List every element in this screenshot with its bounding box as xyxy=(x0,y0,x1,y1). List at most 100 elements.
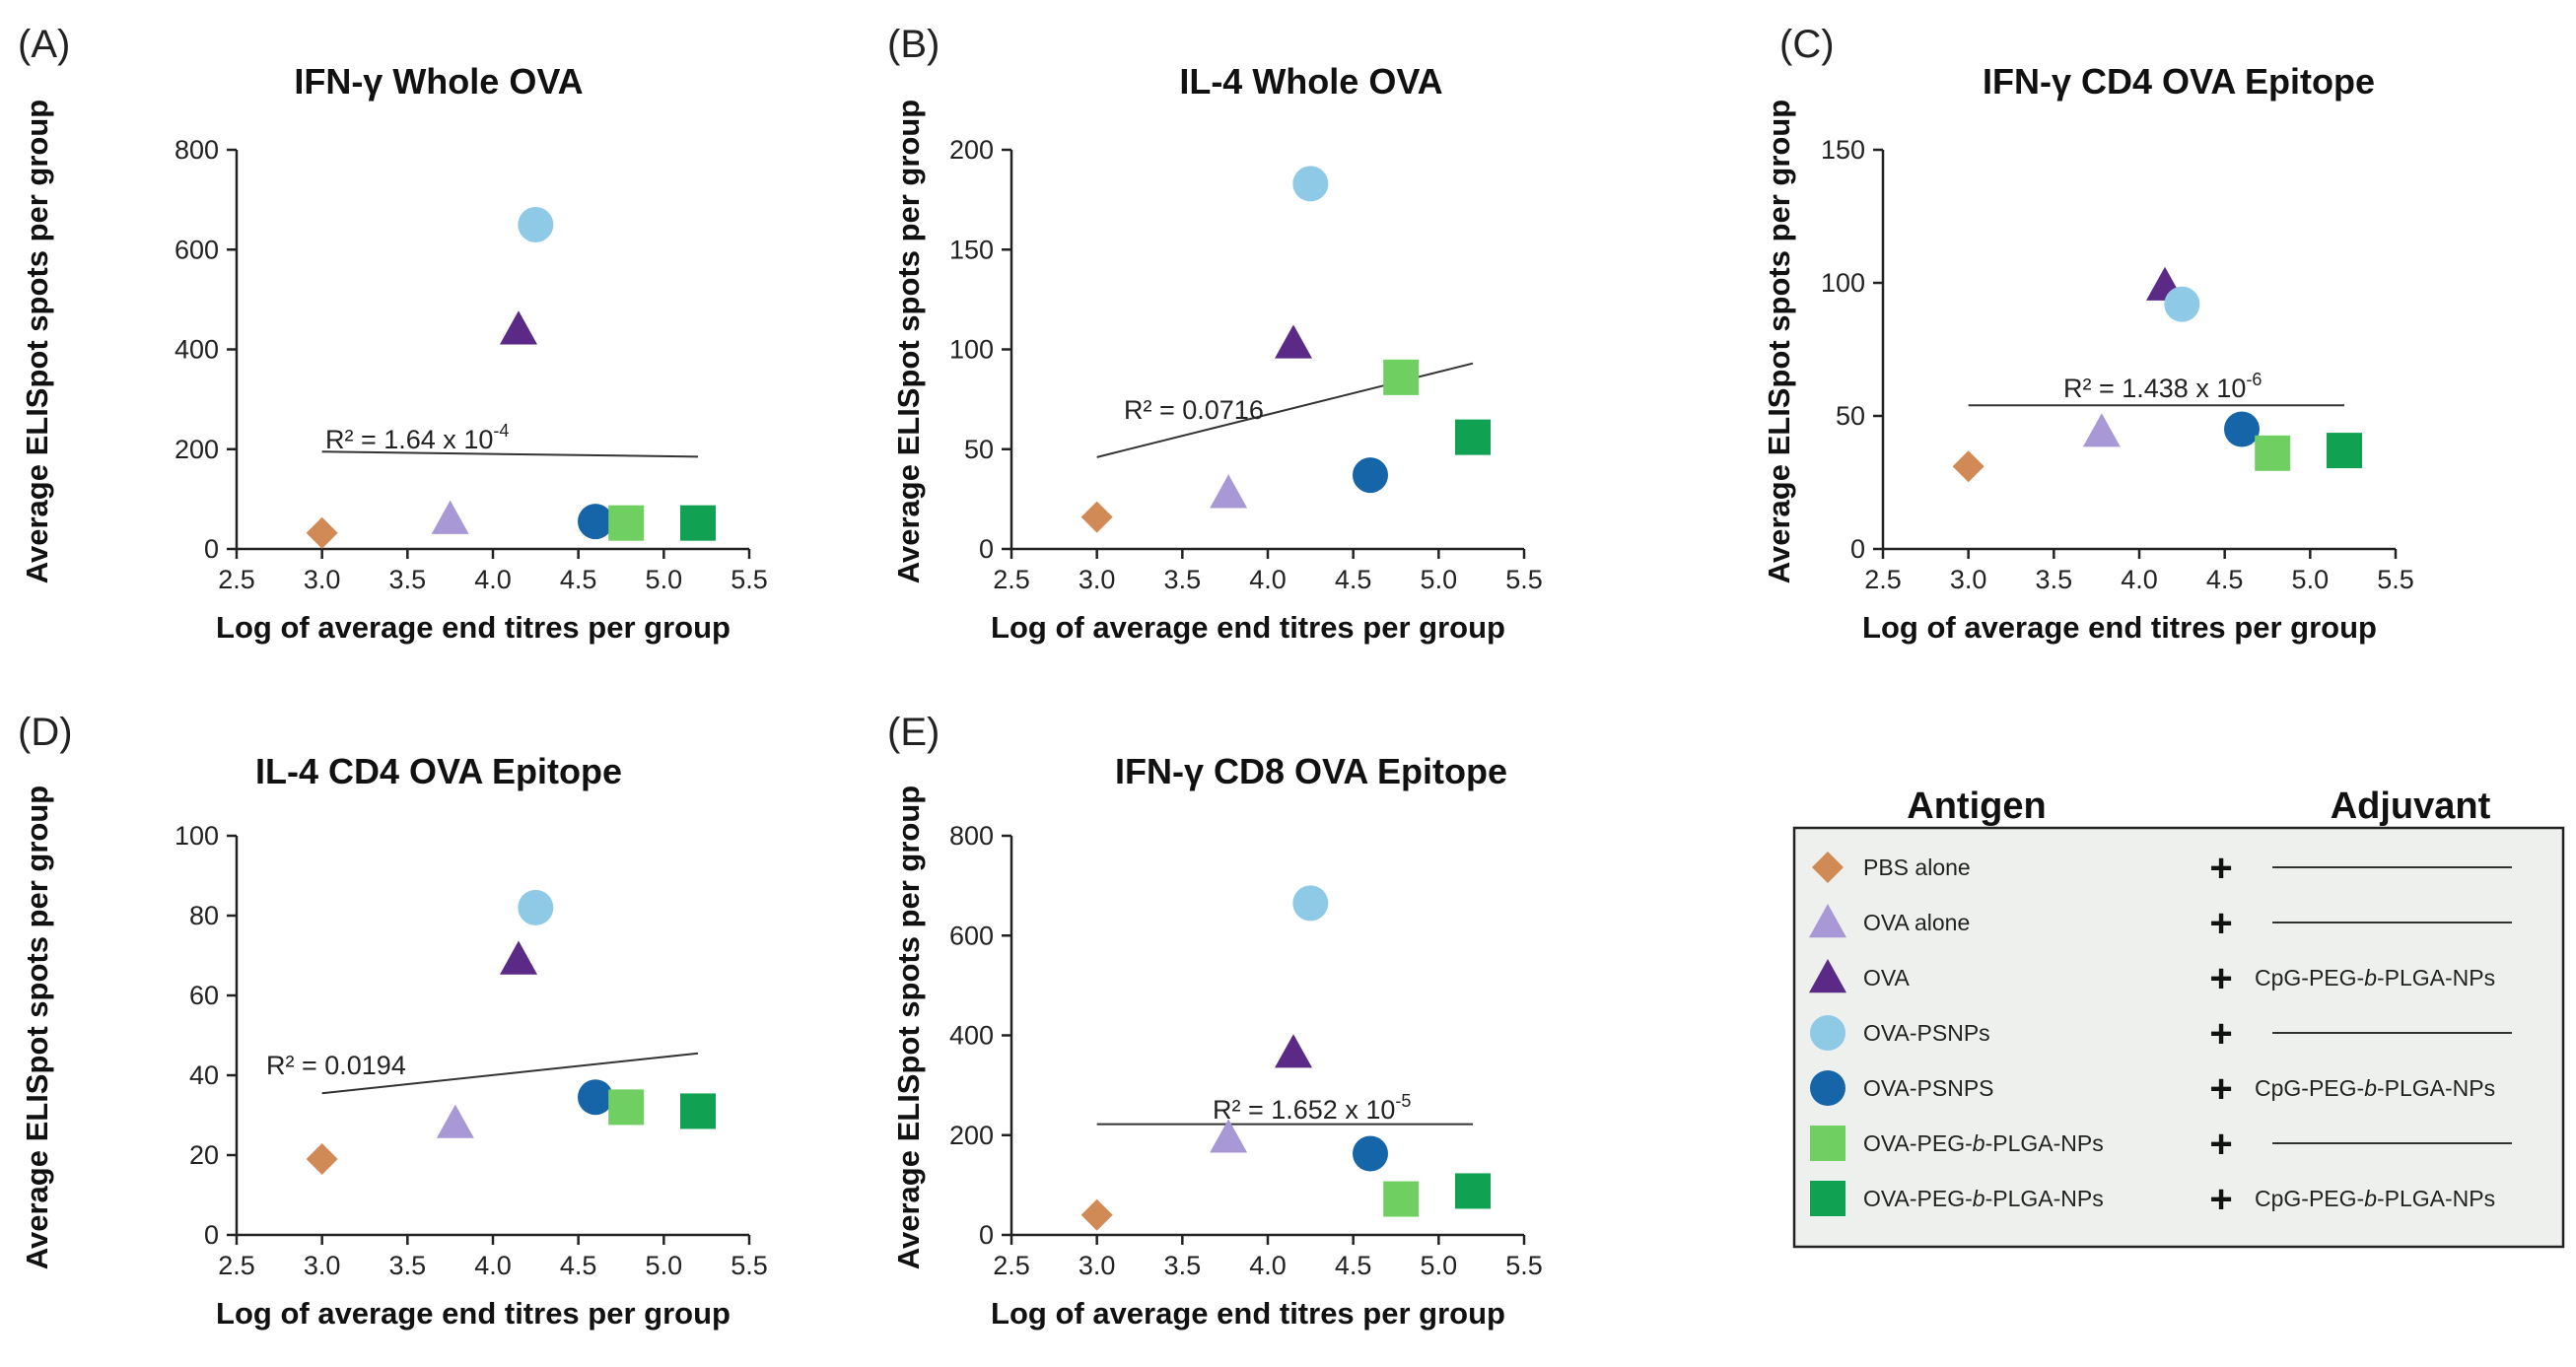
legend-marker xyxy=(1812,852,1844,883)
legend-marker xyxy=(1810,1070,1845,1106)
panel-3: (D) IL-4 CD4 OVA Epitope 2.5 3.0 3.5 4.0 4.5 5.… xyxy=(18,711,768,1331)
data-point xyxy=(306,516,338,549)
r2-label: R² = 0.0716 xyxy=(1124,395,1264,425)
data-point xyxy=(500,940,537,975)
y-tick-label: 100 xyxy=(174,821,219,851)
legend-row: OVA-PSNPS + CpG-PEG-b-PLGA-NPs xyxy=(1810,1067,2495,1111)
x-tick-label: 5.5 xyxy=(1505,565,1543,594)
panel-label: (C) xyxy=(1779,23,1835,66)
y-tick-label: 100 xyxy=(949,335,994,365)
y-tick-label: 400 xyxy=(174,335,219,365)
data-point xyxy=(608,505,645,541)
x-tick-label: 5.0 xyxy=(2292,565,2330,594)
data-point xyxy=(608,1089,645,1126)
data-point xyxy=(2255,435,2291,471)
y-tick-label: 200 xyxy=(949,1121,994,1150)
panel-4: (E) IFN-γ CD8 OVA Epitope 2.5 3.0 3.5 4.0 4.5 5… xyxy=(887,711,1543,1331)
x-tick-label: 5.5 xyxy=(731,565,768,594)
data-point xyxy=(1210,474,1248,509)
data-point xyxy=(2327,433,2362,469)
x-tick-label: 5.5 xyxy=(731,1251,768,1280)
plus-icon: + xyxy=(2209,1012,2232,1056)
legend-frame xyxy=(1792,826,2565,1249)
r2-label: R² = 1.438 x 10-6 xyxy=(2063,370,2262,403)
y-tick-label: 50 xyxy=(964,435,994,464)
x-tick-label: 4.0 xyxy=(1249,565,1287,594)
y-tick-label: 0 xyxy=(979,534,994,564)
data-point xyxy=(1292,885,1329,922)
y-tick-label: 0 xyxy=(979,1220,994,1250)
data-point xyxy=(578,504,613,540)
legend-row: OVA-PEG-b-PLGA-NPs + xyxy=(1810,1123,2512,1166)
x-tick-label: 5.0 xyxy=(1421,565,1458,594)
panel-label: (D) xyxy=(18,711,73,754)
legend-label: OVA-PEG-b-PLGA-NPs xyxy=(1863,1130,2104,1156)
legend-marker xyxy=(1809,959,1846,993)
data-point xyxy=(2164,286,2200,322)
y-axis-label: Average ELISpot spots per group xyxy=(891,786,926,1269)
r2-label: R² = 1.652 x 10-5 xyxy=(1213,1091,1411,1125)
data-point xyxy=(1353,457,1388,494)
x-tick-label: 4.5 xyxy=(2206,565,2244,594)
panel-label: (B) xyxy=(887,23,940,66)
x-tick-label: 3.5 xyxy=(2036,565,2073,594)
x-tick-label: 4.5 xyxy=(1335,1251,1372,1280)
x-tick-label: 3.0 xyxy=(1950,565,1987,594)
data-point xyxy=(1275,324,1312,359)
legend-box: Antigen Adjuvant PBS alone + OVA alone + OVA + C… xyxy=(1792,786,2565,1249)
x-tick-label: 4.0 xyxy=(474,565,512,594)
y-tick-label: 600 xyxy=(949,921,994,950)
plus-icon: + xyxy=(2209,1178,2232,1221)
data-point xyxy=(1275,1034,1312,1068)
x-tick-label: 2.5 xyxy=(993,1251,1030,1280)
y-tick-label: 50 xyxy=(1836,401,1865,431)
legend-antigen: PBS alone xyxy=(1863,854,1971,880)
data-point xyxy=(680,1093,716,1129)
data-point xyxy=(436,1104,474,1138)
y-tick-label: 20 xyxy=(189,1140,219,1170)
trend-line xyxy=(321,1052,699,1095)
legend-antigen: OVA alone xyxy=(1863,910,1970,935)
x-axis-label: Log of average end titres per group xyxy=(1862,610,2377,645)
legend-label: OVA-PEG-b-PLGA-NPs xyxy=(1863,1186,2104,1211)
chart-title: IFN-γ CD8 OVA Epitope xyxy=(1115,751,1507,791)
data-point xyxy=(1383,359,1420,395)
x-tick-label: 3.0 xyxy=(304,565,341,594)
data-point xyxy=(1455,1173,1491,1209)
x-tick-label: 4.0 xyxy=(474,1251,512,1280)
y-tick-label: 200 xyxy=(949,135,994,165)
legend-marker xyxy=(1809,904,1846,938)
x-tick-label: 5.5 xyxy=(2377,565,2414,594)
x-tick-label: 3.0 xyxy=(1079,565,1116,594)
r2-label: R² = 1.64 x 10-4 xyxy=(325,421,509,454)
y-tick-label: 0 xyxy=(1850,534,1865,564)
x-tick-label: 5.0 xyxy=(1421,1251,1458,1280)
legend-marker xyxy=(1810,1015,1845,1051)
data-point xyxy=(1383,1181,1420,1217)
x-tick-label: 4.5 xyxy=(1335,565,1372,594)
x-axis-label: Log of average end titres per group xyxy=(216,610,731,645)
data-point xyxy=(1455,419,1491,455)
data-point xyxy=(2224,411,2260,447)
legend-row: OVA-PEG-b-PLGA-NPs + CpG-PEG-b-PLGA-NPs xyxy=(1810,1178,2495,1221)
legend-row: PBS alone + xyxy=(1812,847,2512,890)
x-tick-label: 4.5 xyxy=(560,565,597,594)
x-tick-label: 4.0 xyxy=(2121,565,2158,594)
x-axis-label: Log of average end titres per group xyxy=(991,610,1505,645)
y-tick-label: 80 xyxy=(189,901,219,930)
data-point xyxy=(1353,1135,1388,1172)
y-tick-label: 40 xyxy=(189,1060,219,1090)
x-tick-label: 3.5 xyxy=(1164,565,1202,594)
data-point xyxy=(431,500,469,534)
data-point xyxy=(518,206,554,242)
data-point xyxy=(1080,1198,1113,1231)
data-point xyxy=(1292,166,1329,202)
x-tick-label: 5.0 xyxy=(646,1251,683,1280)
x-tick-label: 5.5 xyxy=(1505,1251,1543,1280)
panel-0: (A) IFN-γ Whole OVA 2.5 3.0 3.5 4.0 4.5 5.0 5.5 0… xyxy=(18,23,768,645)
x-tick-label: 2.5 xyxy=(993,565,1030,594)
legend-antigen: OVA-PSNPs xyxy=(1863,1020,1990,1046)
y-axis-label: Average ELISpot spots per group xyxy=(1762,100,1796,583)
x-tick-label: 3.0 xyxy=(1079,1251,1116,1280)
